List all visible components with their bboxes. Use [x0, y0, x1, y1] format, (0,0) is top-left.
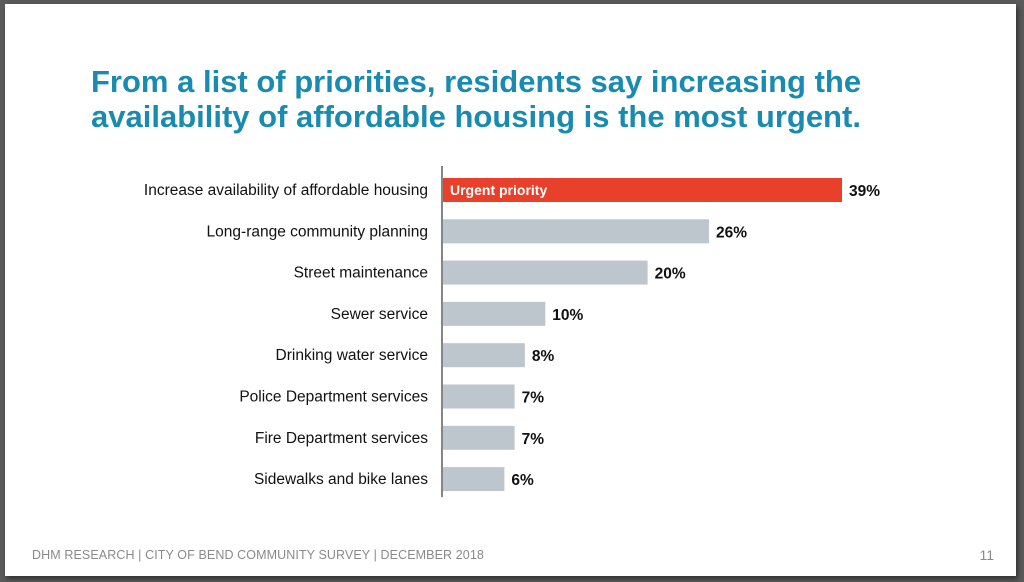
slide-title: From a list of priorities, residents say… — [91, 64, 971, 134]
value-label-1: 39% — [849, 183, 880, 200]
title-line-2: availability of affordable housing is th… — [91, 99, 861, 134]
title-line-1: From a list of priorities, residents say… — [91, 64, 862, 99]
page-number: 11 — [979, 547, 994, 563]
priority-bar-chart: Increase availability of affordable hous… — [144, 166, 880, 498]
slide: From a list of priorities, residents say… — [5, 4, 1016, 576]
category-label-5: Drinking water service — [276, 347, 428, 364]
value-label-2: 26% — [716, 224, 747, 241]
category-label-4: Sewer service — [331, 306, 428, 323]
value-label-7: 7% — [522, 431, 545, 448]
bar-annotation: Urgent priority — [450, 182, 547, 198]
bar-6 — [443, 384, 515, 409]
value-label-4: 10% — [552, 307, 583, 324]
value-label-5: 8% — [532, 348, 555, 365]
category-label-7: Fire Department services — [255, 430, 428, 447]
bar-2 — [443, 219, 709, 244]
value-label-6: 7% — [522, 390, 545, 407]
bar-5 — [443, 343, 525, 368]
bar-1 — [443, 178, 842, 202]
value-label-3: 20% — [655, 266, 686, 283]
footer-source: DHM RESEARCH | CITY OF BEND COMMUNITY SU… — [32, 548, 484, 562]
category-label-8: Sidewalks and bike lanes — [254, 471, 428, 488]
bar-4 — [443, 301, 546, 326]
bar-3 — [443, 260, 648, 285]
bar-8 — [443, 467, 505, 492]
category-label-6: Police Department services — [239, 389, 428, 406]
bar-7 — [443, 425, 515, 450]
category-label-2: Long-range community planning — [207, 223, 428, 240]
category-label-3: Street maintenance — [294, 265, 428, 282]
category-label-1: Increase availability of affordable hous… — [144, 182, 428, 199]
value-label-8: 6% — [511, 472, 534, 489]
